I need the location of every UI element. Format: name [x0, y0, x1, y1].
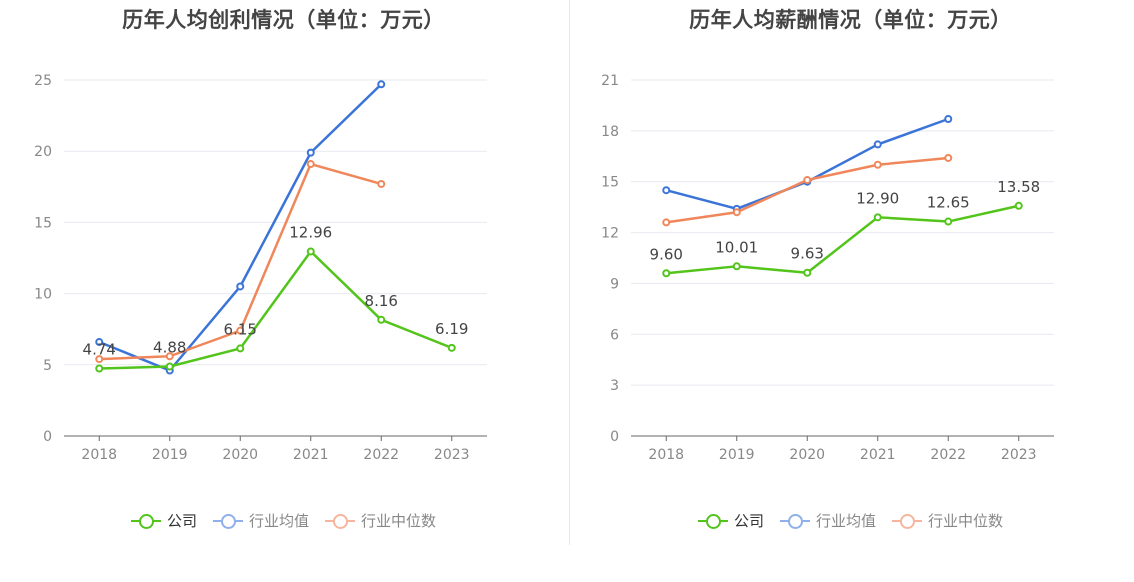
y-tick-label: 18 — [601, 124, 619, 140]
x-tick-label: 2023 — [434, 447, 470, 463]
legend-marker-icon — [325, 513, 355, 529]
data-point-industry-median — [803, 176, 812, 185]
series-line-company — [666, 204, 1020, 275]
data-label: 6.19 — [435, 320, 468, 338]
x-tick-label: 2021 — [860, 447, 896, 463]
y-tick-label: 5 — [43, 358, 52, 374]
data-point-company — [377, 315, 386, 324]
data-point-company — [165, 362, 174, 371]
data-label: 8.16 — [365, 292, 398, 310]
chart-legend: 公司 行业均值 行业中位数 — [0, 510, 567, 531]
data-label: 13.58 — [997, 178, 1040, 196]
legend-item-company[interactable]: 公司 — [130, 510, 197, 531]
y-tick-label: 10 — [34, 287, 52, 303]
y-tick-label: 0 — [43, 429, 52, 445]
series-line-industry-median — [666, 156, 949, 224]
data-point-industry-avg — [662, 186, 671, 195]
y-tick-label: 15 — [601, 175, 619, 191]
chart-title: 历年人均薪酬情况（单位：万元） — [689, 8, 1012, 32]
data-point-company — [306, 247, 315, 256]
data-label: 12.90 — [856, 189, 899, 207]
legend-marker-icon — [130, 513, 161, 529]
data-point-company — [944, 217, 953, 226]
x-tick-label: 2018 — [81, 447, 117, 463]
data-point-industry-avg — [377, 80, 386, 89]
y-tick-label: 21 — [601, 73, 619, 89]
data-point-industry-median — [662, 218, 671, 227]
data-label: 10.01 — [715, 238, 758, 256]
y-tick-label: 15 — [34, 215, 52, 231]
data-point-company — [447, 343, 456, 352]
y-tick-label: 20 — [34, 144, 52, 160]
y-tick-label: 9 — [610, 276, 619, 292]
series-line-company — [99, 250, 453, 370]
y-tick-label: 6 — [610, 327, 619, 343]
data-point-industry-median — [732, 208, 741, 217]
x-tick-label: 2018 — [648, 447, 684, 463]
data-label: 12.65 — [927, 194, 970, 212]
data-label: 12.96 — [289, 223, 332, 241]
panel-divider — [569, 0, 570, 545]
legend-marker-icon — [779, 513, 810, 529]
legend-item-industry-median[interactable]: 行业中位数 — [325, 510, 436, 531]
profit-per-capita-panel: 历年人均创利情况（单位：万元） 0 5 10 15 20 25 2018 2019 2020 20… — [0, 8, 567, 531]
data-point-industry-median — [944, 153, 953, 162]
x-tick-label: 2022 — [363, 447, 399, 463]
legend-label: 公司 — [166, 512, 197, 530]
profit-per-capita-chart: 0 5 10 15 20 25 2018 2019 2020 2021 2022 2023 4.74 4.… — [34, 73, 487, 463]
data-point-company — [95, 364, 104, 373]
legend-marker-icon — [892, 513, 922, 529]
y-tick-label: 12 — [601, 226, 619, 242]
legend-label: 公司 — [733, 512, 764, 530]
y-tick-label: 3 — [610, 378, 619, 394]
chart-legend: 公司 行业均值 行业中位数 — [567, 510, 1134, 531]
y-tick-label: 25 — [34, 73, 52, 89]
data-point-company — [236, 344, 245, 353]
data-point-industry-median — [165, 352, 174, 361]
x-tick-label: 2019 — [719, 447, 755, 463]
x-tick-label: 2021 — [293, 447, 329, 463]
legend-label: 行业均值 — [248, 512, 309, 530]
x-tick-label: 2020 — [789, 447, 825, 463]
x-tick-label: 2019 — [152, 447, 188, 463]
data-label: 4.74 — [83, 341, 116, 359]
data-point-industry-median — [95, 355, 104, 364]
legend-item-industry-avg[interactable]: 行业均值 — [212, 510, 309, 531]
legend-label: 行业中位数 — [361, 512, 437, 530]
data-point-industry-avg — [944, 114, 953, 123]
data-label: 4.88 — [153, 339, 186, 357]
legend-item-industry-avg[interactable]: 行业均值 — [779, 510, 876, 531]
salary-per-capita-panel: 历年人均薪酬情况（单位：万元） 0 3 6 9 12 15 18 21 2018 2019 2020… — [567, 0, 1134, 582]
data-label: 9.63 — [791, 245, 824, 263]
chart-title: 历年人均创利情况（单位：万元） — [122, 8, 445, 32]
data-point-industry-avg — [306, 148, 315, 157]
x-tick-label: 2023 — [1001, 447, 1037, 463]
data-point-company — [873, 213, 882, 222]
legend-item-company[interactable]: 公司 — [697, 510, 764, 531]
data-point-industry-median — [236, 326, 245, 335]
y-tick-label: 0 — [610, 429, 619, 445]
data-label: 9.60 — [650, 245, 683, 263]
legend-marker-icon — [212, 513, 243, 529]
data-point-company — [732, 262, 741, 271]
data-point-industry-avg — [873, 140, 882, 149]
series-line-industry-avg — [665, 117, 949, 211]
salary-per-capita-chart: 0 3 6 9 12 15 18 21 2018 2019 2020 2021 2022 2023 9.60… — [601, 73, 1054, 463]
data-point-company — [1014, 201, 1023, 210]
legend-marker-icon — [697, 513, 728, 529]
data-point-industry-median — [873, 160, 882, 169]
data-point-industry-avg — [236, 282, 245, 291]
data-point-industry-median — [306, 160, 315, 169]
legend-label: 行业中位数 — [928, 512, 1004, 530]
data-point-industry-median — [377, 179, 386, 188]
x-tick-label: 2022 — [930, 447, 966, 463]
x-tick-label: 2020 — [222, 447, 258, 463]
data-point-industry-avg — [95, 338, 104, 347]
legend-label: 行业均值 — [815, 512, 876, 530]
data-label: 6.15 — [224, 320, 257, 338]
data-point-company — [662, 269, 671, 278]
data-point-company — [803, 268, 812, 277]
legend-item-industry-median[interactable]: 行业中位数 — [892, 510, 1003, 531]
